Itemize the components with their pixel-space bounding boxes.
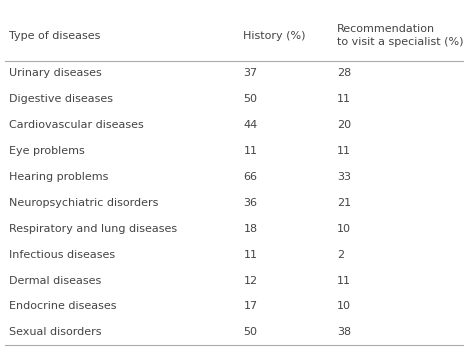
Text: 21: 21 [337,198,351,208]
Text: Urinary diseases: Urinary diseases [9,68,102,78]
Text: 20: 20 [337,120,351,130]
Text: Hearing problems: Hearing problems [9,172,109,182]
Text: 11: 11 [243,146,257,156]
Text: 11: 11 [337,94,351,104]
Text: Sexual disorders: Sexual disorders [9,328,102,337]
Text: 2: 2 [337,250,344,260]
Text: 11: 11 [337,276,351,286]
Text: 11: 11 [337,146,351,156]
Text: Recommendation
to visit a specialist (%): Recommendation to visit a specialist (%) [337,24,463,47]
Text: Infectious diseases: Infectious diseases [9,250,116,260]
Text: Dermal diseases: Dermal diseases [9,276,102,286]
Text: History (%): History (%) [243,31,306,41]
Text: 28: 28 [337,68,351,78]
Text: 17: 17 [243,302,257,312]
Text: 10: 10 [337,224,351,234]
Text: Endocrine diseases: Endocrine diseases [9,302,117,312]
Text: Eye problems: Eye problems [9,146,85,156]
Text: 66: 66 [243,172,257,182]
Text: 50: 50 [243,94,257,104]
Text: Cardiovascular diseases: Cardiovascular diseases [9,120,144,130]
Text: 37: 37 [243,68,257,78]
Text: 33: 33 [337,172,351,182]
Text: Neuropsychiatric disorders: Neuropsychiatric disorders [9,198,159,208]
Text: Respiratory and lung diseases: Respiratory and lung diseases [9,224,177,234]
Text: 10: 10 [337,302,351,312]
Text: 44: 44 [243,120,257,130]
Text: 36: 36 [243,198,257,208]
Text: Type of diseases: Type of diseases [9,31,101,41]
Text: 18: 18 [243,224,257,234]
Text: 11: 11 [243,250,257,260]
Text: 12: 12 [243,276,257,286]
Text: 50: 50 [243,328,257,337]
Text: Digestive diseases: Digestive diseases [9,94,113,104]
Text: 38: 38 [337,328,351,337]
